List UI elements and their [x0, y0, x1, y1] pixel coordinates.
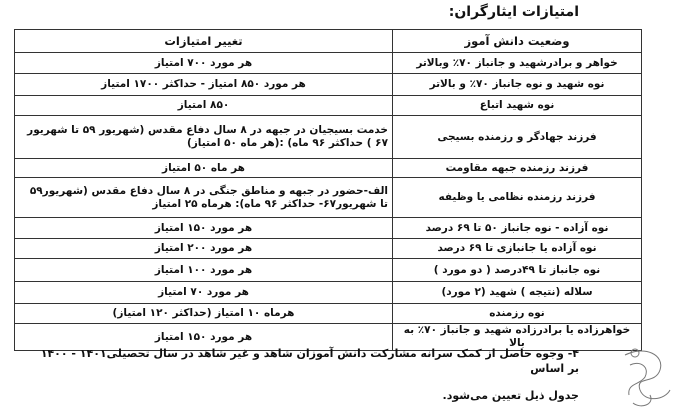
table-row: نوه رزمنده هرماه ۱۰ امتیاز (حداکثر ۱۲۰ ام… [14, 303, 642, 324]
points-cell: هر مورد ۱۵۰ امتیاز [14, 217, 393, 239]
status-cell: نوه آزاده یا جانبازی تا ۶۹ درصد [392, 238, 642, 259]
status-cell: فرزند جهادگر و رزمنده بسیجی [392, 115, 642, 159]
status-cell: سلاله (نتیجه ) شهید (۲ مورد) [392, 281, 642, 304]
table-row: نوه شهید اتباع ۸۵۰ امتیاز [14, 95, 642, 116]
status-cell: نوه آزاده - نوه جانباز ۵۰ تا ۶۹ درصد [392, 217, 642, 239]
points-cell: هر ماه ۵۰ امتیاز [14, 158, 393, 178]
status-cell: فرزند رزمنده جبهه مقاومت [392, 158, 642, 178]
status-cell: نوه جانباز تا ۴۹درصد ( دو مورد ) [392, 258, 642, 282]
points-cell: هر مورد ۷۰ امتیاز [14, 281, 393, 304]
table-header-row: وضعیت دانش آموز تغییر امتیازات [14, 29, 642, 53]
table-row: خواهر و برادرشهید و جانباز ۷۰٪ وبالاتر هر… [14, 52, 642, 74]
table-row: نوه شهید و نوه جانباز ۷۰٪ و بالاتر هر مور… [14, 73, 642, 96]
points-cell: هر مورد ۷۰۰ امتیاز [14, 52, 393, 74]
table-row: فرزند رزمنده نظامی یا وظیفه الف-حضور در ج… [14, 177, 642, 218]
note-line-2: جدول ذیل تعیین می‌شود. [442, 389, 579, 402]
status-cell: نوه رزمنده [392, 303, 642, 324]
note-line-1: ۴- وجوه حاصل از کمک سرانه مشارکت دانش آم… [40, 347, 579, 375]
status-cell: خواهر و برادرشهید و جانباز ۷۰٪ وبالاتر [392, 52, 642, 74]
status-cell: فرزند رزمنده نظامی یا وظیفه [392, 177, 642, 218]
status-cell: نوه شهید اتباع [392, 95, 642, 116]
table-row: فرزند رزمنده جبهه مقاومت هر ماه ۵۰ امتیاز [14, 158, 642, 178]
table-row: نوه جانباز تا ۴۹درصد ( دو مورد ) هر مورد … [14, 258, 642, 282]
table-row: خواهرزاده یا برادرزاده شهید و جانباز ۷۰٪… [14, 323, 642, 351]
section-title: امتیازات ایثارگران: [448, 4, 579, 20]
veteran-points-table: وضعیت دانش آموز تغییر امتیازات خواهر و ب… [14, 29, 642, 351]
header-points: تغییر امتیازات [14, 29, 393, 53]
points-cell: هر مورد ۸۵۰ امتیاز - حداکثر ۱۷۰۰ امتیاز [14, 73, 393, 96]
status-cell: نوه شهید و نوه جانباز ۷۰٪ و بالاتر [392, 73, 642, 96]
table-row: نوه آزاده یا جانبازی تا ۶۹ درصد هر مورد ۲… [14, 238, 642, 259]
points-cell: ۸۵۰ امتیاز [14, 95, 393, 116]
points-cell: هرماه ۱۰ امتیاز (حداکثر ۱۲۰ امتیاز) [14, 303, 393, 324]
watermark-logo [624, 348, 671, 407]
table-row: نوه آزاده - نوه جانباز ۵۰ تا ۶۹ درصد هر م… [14, 217, 642, 239]
points-cell: هر مورد ۲۰۰ امتیاز [14, 238, 393, 259]
table-row: فرزند جهادگر و رزمنده بسیجی خدمت بسیجیان … [14, 115, 642, 159]
points-cell: هر مورد ۱۰۰ امتیاز [14, 258, 393, 282]
points-cell: الف-حضور در جبهه و مناطق جنگی در ۸ سال د… [14, 177, 393, 218]
points-cell: خدمت بسیجیان در جبهه در ۸ سال دفاع مقدس … [14, 115, 393, 159]
points-cell: هر مورد ۱۵۰ امتیاز [14, 323, 393, 351]
table-row: سلاله (نتیجه ) شهید (۲ مورد) هر مورد ۷۰ ا… [14, 281, 642, 304]
status-cell: خواهرزاده یا برادرزاده شهید و جانباز ۷۰٪… [392, 323, 642, 351]
header-status: وضعیت دانش آموز [392, 29, 642, 53]
